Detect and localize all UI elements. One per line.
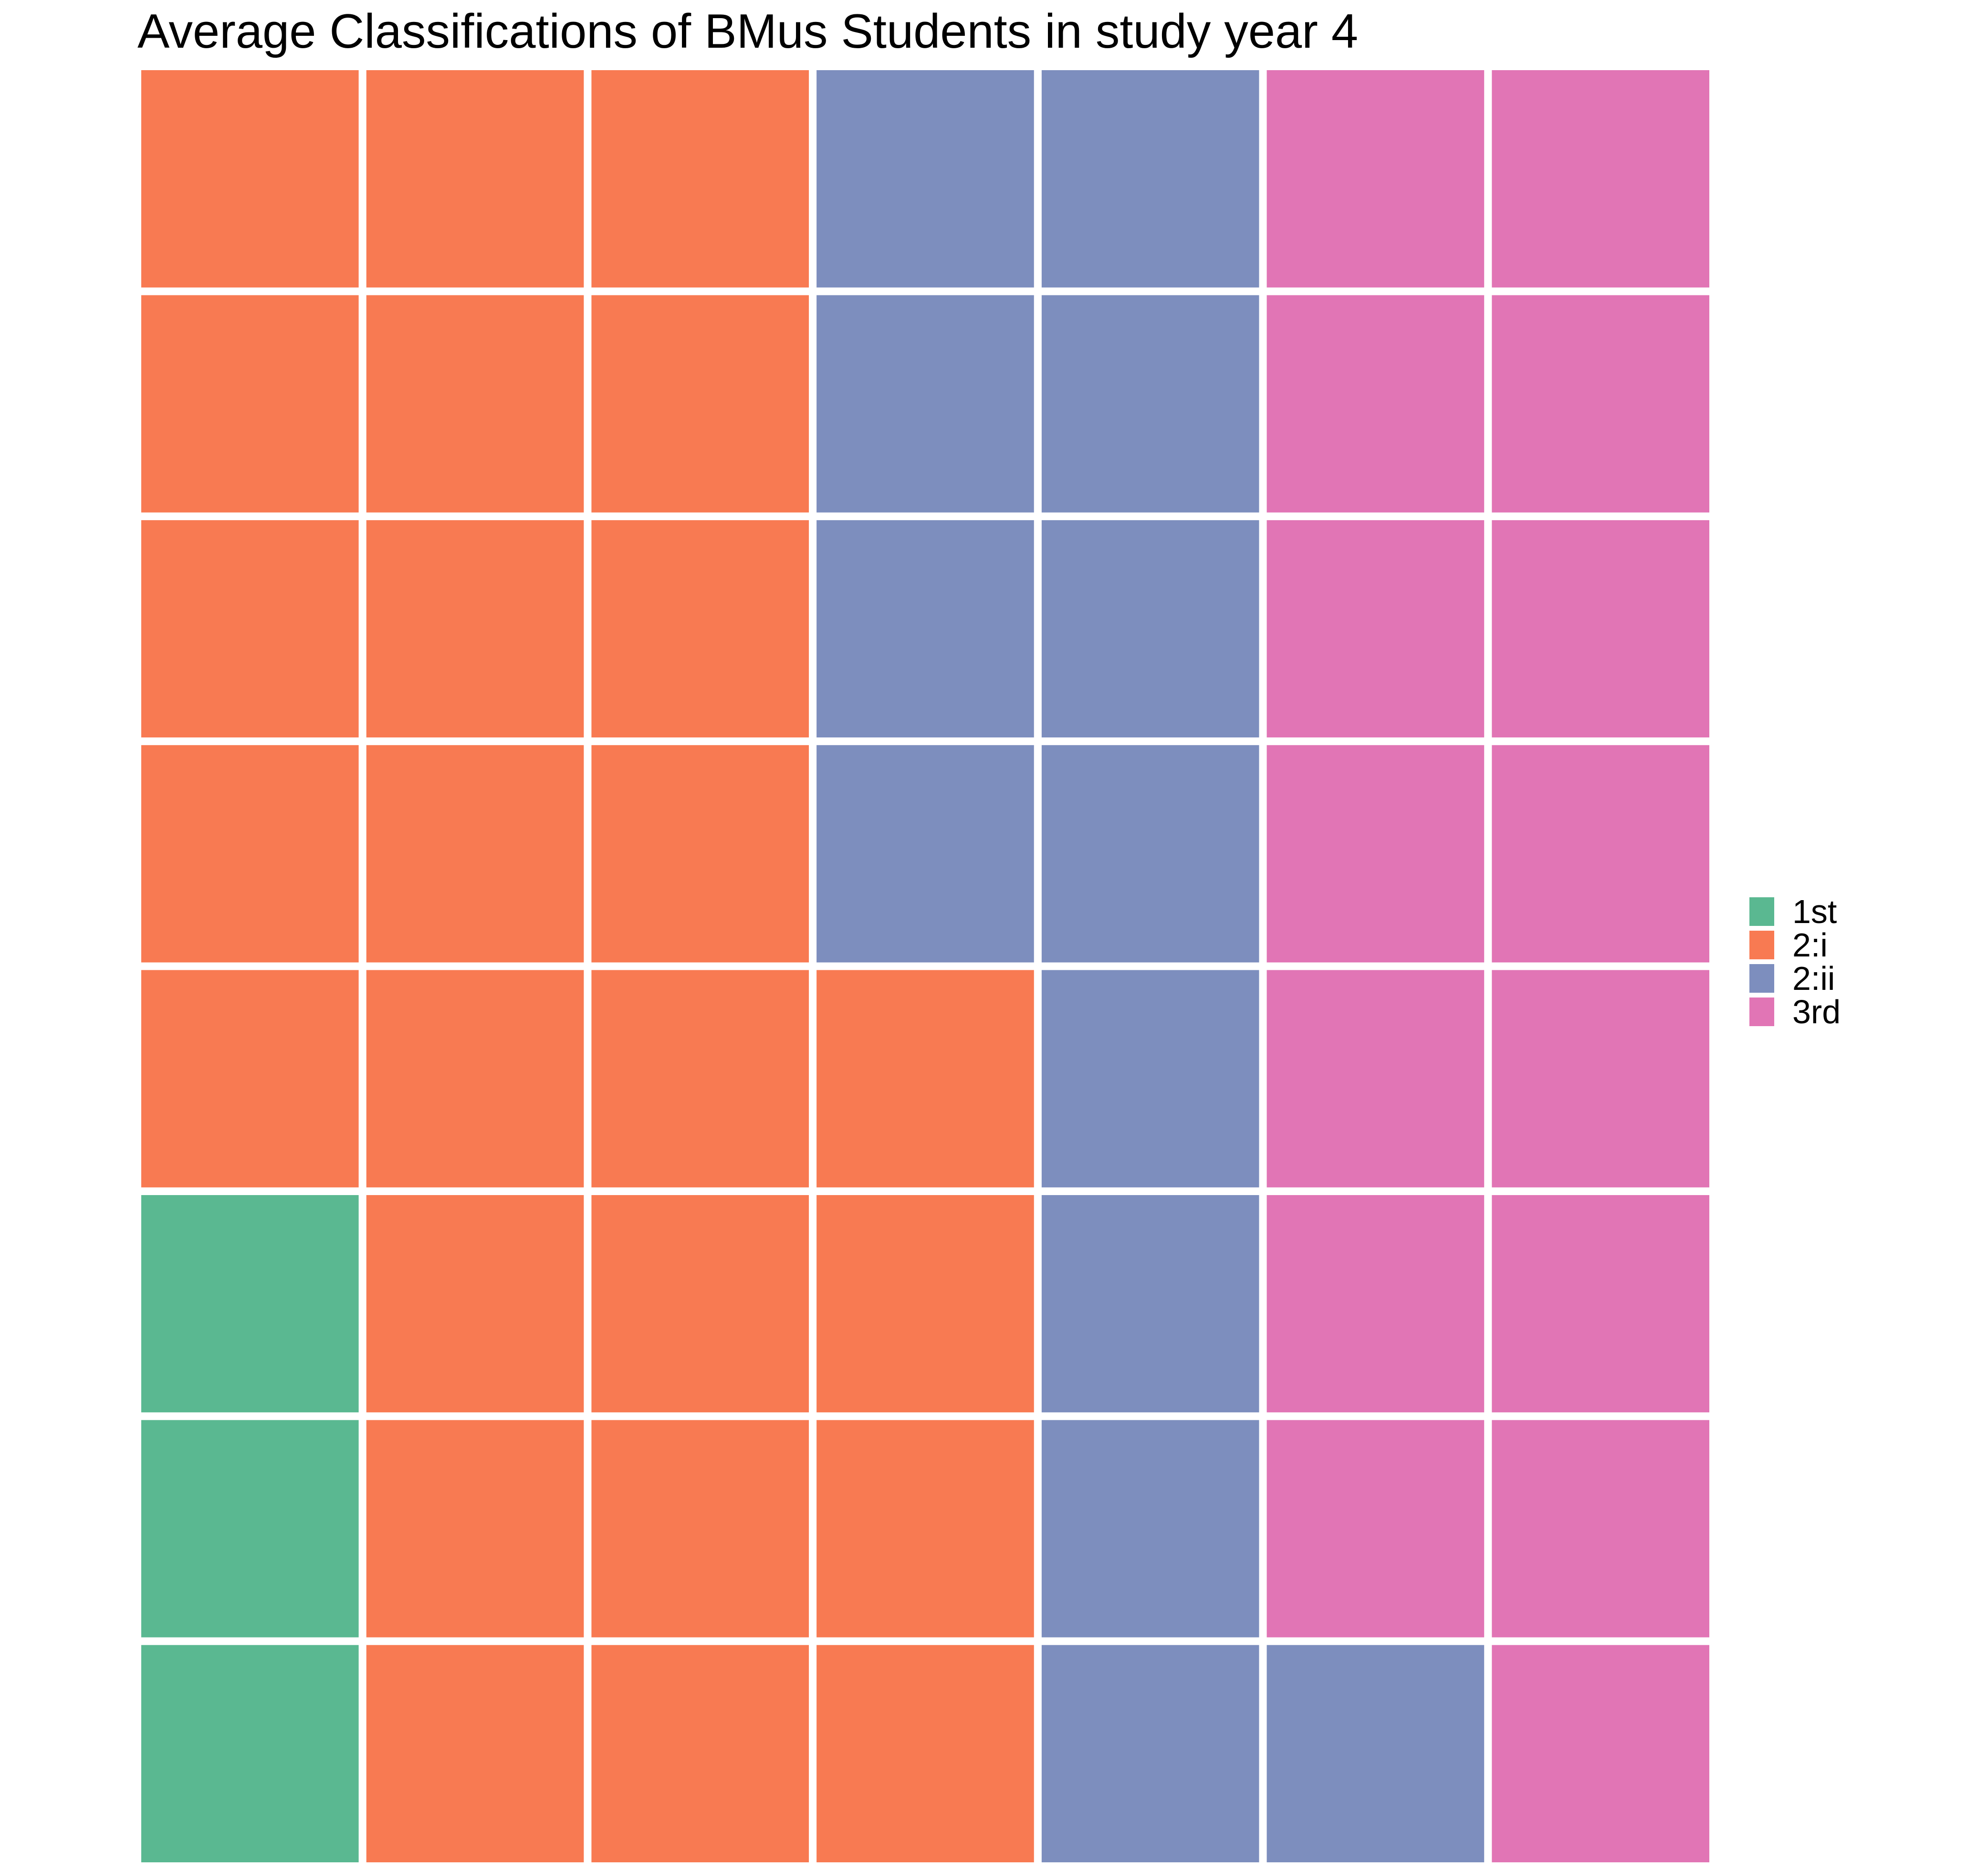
waffle-tile-2-ii: [1034, 737, 1267, 970]
waffle-tile-2-i: [134, 287, 366, 520]
waffle-tile-2-ii: [1034, 287, 1267, 520]
waffle-tile-3rd: [1484, 1412, 1717, 1645]
waffle-tile-3rd: [1259, 512, 1492, 746]
waffle-tile-2-i: [809, 962, 1042, 1195]
waffle-tile-3rd: [1484, 1637, 1717, 1869]
waffle-tile-3rd: [1259, 1187, 1492, 1420]
waffle-tile-2-i: [358, 287, 592, 520]
waffle-tile-2-ii: [1259, 1637, 1492, 1869]
waffle-tile-2-i: [358, 1637, 592, 1869]
waffle-tile-2-ii: [1034, 1412, 1267, 1645]
legend-label-2-ii: 2:ii: [1792, 960, 1835, 997]
waffle-tile-2-ii: [809, 737, 1042, 970]
waffle-tile-2-i: [358, 63, 592, 295]
waffle-tile-2-i: [584, 962, 817, 1195]
waffle-tile-2-i: [134, 63, 366, 295]
waffle-tile-2-i: [584, 1412, 817, 1645]
waffle-tile-2-i: [134, 512, 366, 746]
waffle-tile-2-i: [358, 512, 592, 746]
waffle-tile-2-ii: [1034, 962, 1267, 1195]
waffle-tile-1st: [134, 1187, 366, 1420]
waffle-tile-2-i: [584, 737, 817, 970]
legend-swatch-2-i: [1749, 931, 1774, 959]
waffle-tile-2-i: [358, 1187, 592, 1420]
waffle-tile-2-ii: [1034, 1187, 1267, 1420]
waffle-tile-3rd: [1484, 962, 1717, 1195]
waffle-tile-3rd: [1259, 962, 1492, 1195]
waffle-tile-3rd: [1259, 287, 1492, 520]
waffle-tile-3rd: [1259, 737, 1492, 970]
legend-swatch-1st: [1749, 897, 1774, 926]
waffle-tile-2-ii: [1034, 63, 1267, 295]
legend-swatch-2-ii: [1749, 964, 1774, 993]
waffle-tile-2-i: [809, 1187, 1042, 1420]
waffle-tile-2-i: [584, 1187, 817, 1420]
waffle-tile-2-i: [358, 737, 592, 970]
waffle-tile-2-i: [809, 1412, 1042, 1645]
waffle-tile-2-i: [584, 512, 817, 746]
chart-title: Average Classifications of BMus Students…: [137, 5, 1358, 58]
waffle-tile-2-ii: [1034, 1637, 1267, 1869]
legend-label-3rd: 3rd: [1792, 993, 1841, 1030]
legend-swatch-3rd: [1749, 998, 1774, 1026]
waffle-tiles: [134, 63, 1717, 1869]
legend-label-1st: 1st: [1792, 893, 1837, 930]
waffle-tile-3rd: [1484, 1187, 1717, 1420]
waffle-tile-1st: [134, 1412, 366, 1645]
waffle-tile-2-ii: [809, 287, 1042, 520]
waffle-tile-2-ii: [1034, 512, 1267, 746]
waffle-tile-2-ii: [809, 63, 1042, 295]
waffle-tile-3rd: [1259, 1412, 1492, 1645]
waffle-tile-2-i: [358, 962, 592, 1195]
waffle-tile-2-i: [809, 1637, 1042, 1869]
waffle-tile-2-ii: [809, 512, 1042, 746]
waffle-tile-2-i: [584, 1637, 817, 1869]
waffle-tile-2-i: [584, 63, 817, 295]
waffle-tile-3rd: [1259, 63, 1492, 295]
waffle-tile-3rd: [1484, 512, 1717, 746]
waffle-tile-3rd: [1484, 63, 1717, 295]
waffle-tile-3rd: [1484, 737, 1717, 970]
waffle-tile-2-i: [584, 287, 817, 520]
waffle-tile-2-i: [134, 962, 366, 1195]
waffle-tile-2-i: [358, 1412, 592, 1645]
legend-label-2-i: 2:i: [1792, 926, 1828, 964]
waffle-tile-1st: [134, 1637, 366, 1869]
waffle-tile-3rd: [1484, 287, 1717, 520]
waffle-tile-2-i: [134, 737, 366, 970]
